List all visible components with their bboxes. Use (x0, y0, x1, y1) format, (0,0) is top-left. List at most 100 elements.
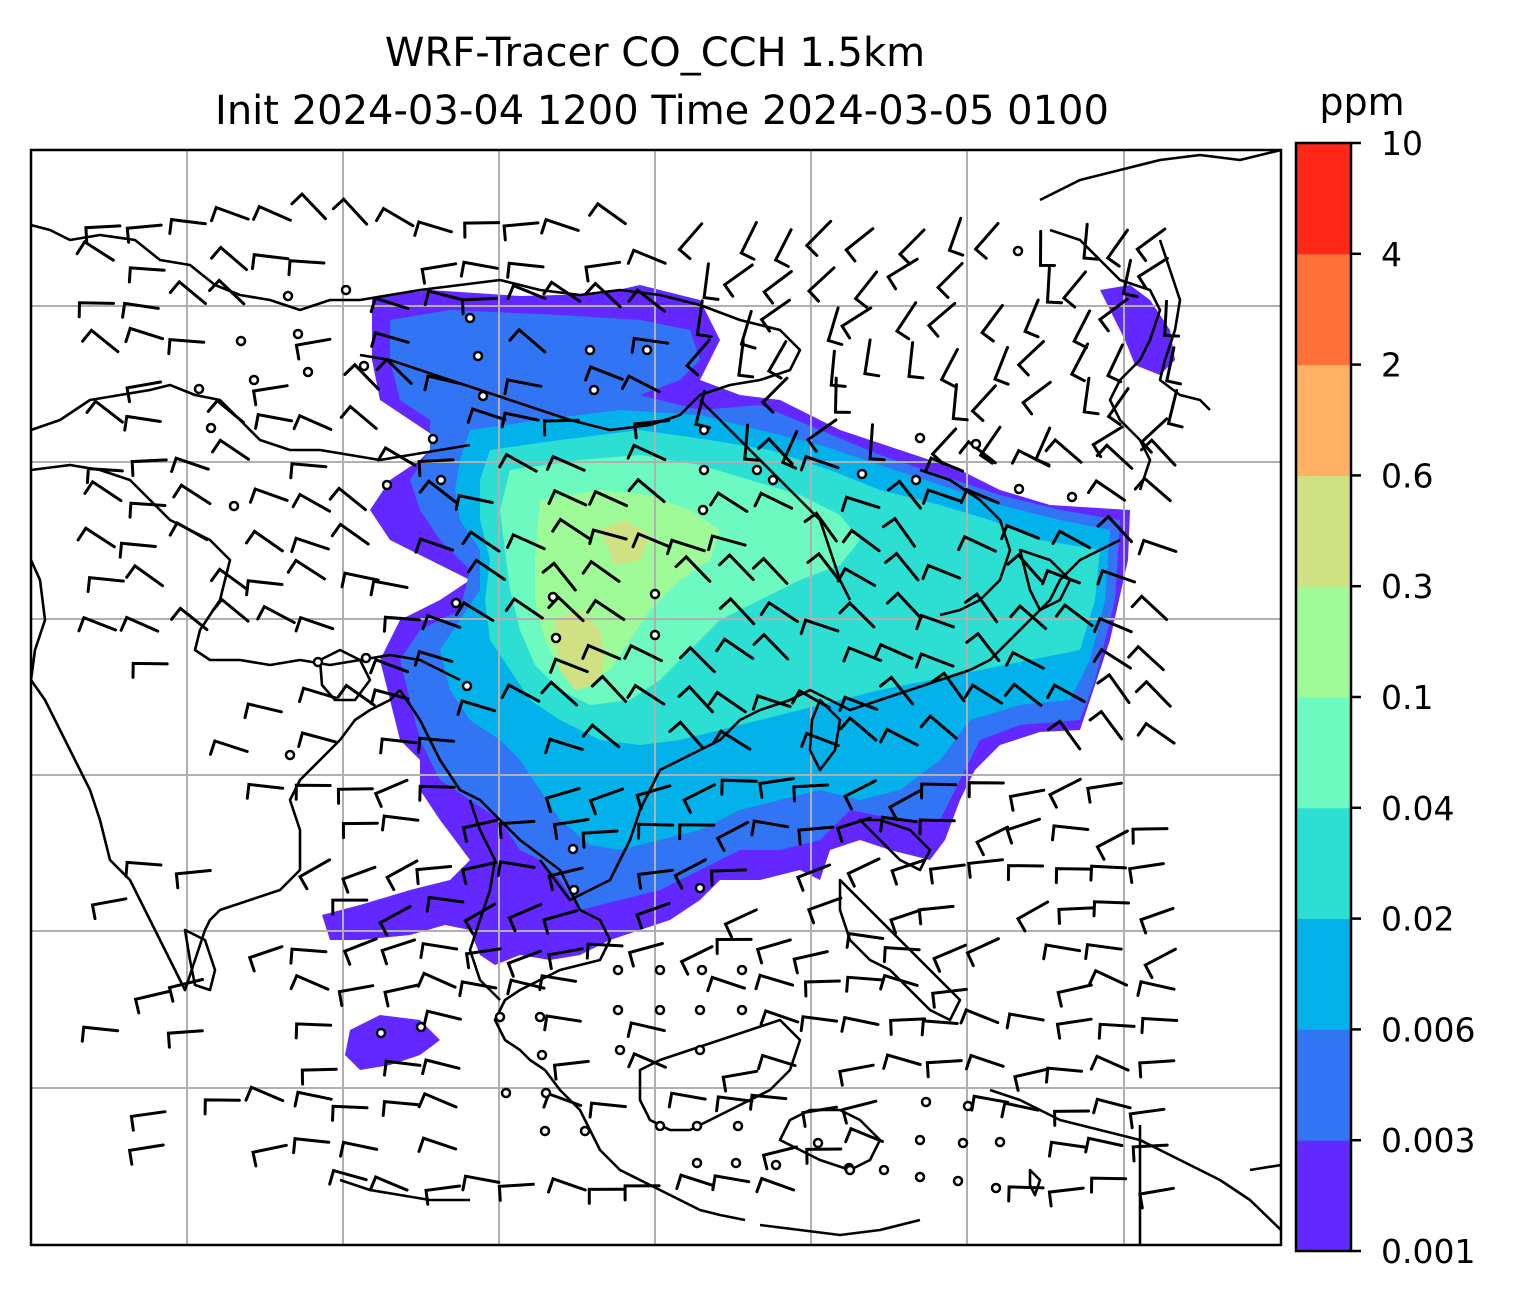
wind-barb (547, 595, 585, 623)
wind-barb (245, 529, 284, 553)
calm-wind-marker (614, 1044, 626, 1056)
calm-wind-marker (691, 1157, 703, 1169)
wind-barb (287, 259, 326, 277)
colorbar-segment (1296, 1140, 1351, 1252)
wind-barb (542, 418, 580, 437)
wind-barb (894, 301, 918, 341)
wind-barb (380, 938, 416, 966)
wind-barb (80, 1025, 119, 1043)
calm-wind-marker (914, 1171, 926, 1183)
calm-wind-marker (914, 432, 926, 444)
wind-barb (925, 1059, 963, 1079)
wind-barb (504, 596, 544, 620)
wind-barb (1121, 258, 1139, 298)
wind-barb (1007, 1185, 1045, 1203)
colorbar-segment (1296, 143, 1351, 255)
wind-barb (584, 281, 622, 309)
wind-barb (125, 380, 163, 404)
wind-barb (959, 487, 1000, 505)
calm-wind-marker (284, 749, 296, 761)
wind-barb (167, 978, 204, 1003)
wind-barb (368, 1175, 409, 1192)
calm-wind-marker (654, 964, 666, 976)
wind-barb (965, 631, 1001, 663)
wind-barb (928, 863, 966, 885)
calm-wind-marker (292, 328, 304, 340)
wind-barb (86, 575, 125, 593)
wind-barb (1041, 568, 1081, 586)
wind-barb (369, 296, 410, 314)
wind-barb (1128, 1107, 1166, 1130)
wind-barb (343, 362, 380, 391)
wind-barb (545, 454, 586, 472)
wind-barb (538, 974, 578, 992)
wind-barb (863, 338, 881, 378)
wind-barb (1008, 788, 1046, 812)
wind-barb (294, 1022, 333, 1040)
wind-barb (963, 683, 1004, 705)
wind-barb (1055, 1017, 1093, 1040)
calm-wind-marker (472, 350, 484, 362)
wind-barb (547, 947, 584, 971)
calm-wind-marker (962, 1100, 974, 1112)
wind-barb (931, 987, 968, 1009)
calm-wind-marker (990, 1182, 1002, 1194)
calm-wind-marker (534, 1011, 546, 1023)
wind-barb (803, 979, 841, 998)
wind-barb (128, 501, 167, 519)
wind-barb (799, 618, 840, 635)
calm-wind-marker (427, 433, 439, 445)
wind-barb (588, 201, 627, 226)
wind-barb (843, 779, 877, 811)
wind-barb (846, 857, 881, 888)
wind-barb (1140, 438, 1177, 467)
wind-barb (1057, 906, 1095, 925)
wind-barb (1004, 682, 1043, 707)
wind-barb (915, 613, 955, 631)
wind-barb (211, 438, 250, 461)
wind-barb (722, 263, 754, 298)
wind-barb (620, 374, 661, 394)
wind-barb (584, 365, 624, 382)
wind-barb (245, 579, 284, 597)
wind-barb (965, 1053, 1005, 1071)
wind-barb (506, 949, 542, 978)
wind-barb (1000, 1101, 1040, 1119)
colorbar-tick-label: 10 (1381, 124, 1423, 163)
wind-barb (294, 337, 332, 361)
wind-barb (1143, 947, 1177, 979)
wind-barb (1072, 309, 1092, 350)
wind-barb (721, 1069, 759, 1093)
wind-barb (418, 784, 456, 802)
wind-barb (245, 782, 285, 800)
colorbar-segment (1296, 1029, 1351, 1141)
wind-barb (674, 554, 712, 583)
wind-barb (1127, 644, 1165, 672)
wind-barb (958, 439, 997, 465)
wind-barb (718, 596, 756, 626)
wind-barb (211, 597, 250, 623)
wind-barb (635, 902, 671, 930)
wind-barb (425, 895, 465, 913)
wind-barb (381, 1099, 420, 1117)
wind-barb (85, 467, 124, 484)
wind-barb (251, 1143, 288, 1168)
wind-barb (256, 604, 296, 625)
wind-barb (206, 398, 245, 424)
wind-barb (341, 821, 379, 840)
wind-barb (754, 973, 795, 991)
wind-barb (853, 270, 879, 309)
wind-barb (369, 657, 409, 675)
wind-barb (879, 973, 919, 991)
wind-barb (209, 739, 249, 756)
calm-wind-marker (694, 1004, 706, 1016)
wind-barb (1046, 683, 1086, 704)
calm-wind-marker (1066, 491, 1078, 503)
wind-barb (801, 1105, 838, 1128)
wind-barb (939, 347, 959, 388)
wind-barb (77, 301, 115, 319)
wind-barb (840, 306, 873, 340)
wind-barb (297, 858, 332, 891)
wind-barb (1135, 227, 1167, 262)
wind-barb (297, 731, 337, 748)
